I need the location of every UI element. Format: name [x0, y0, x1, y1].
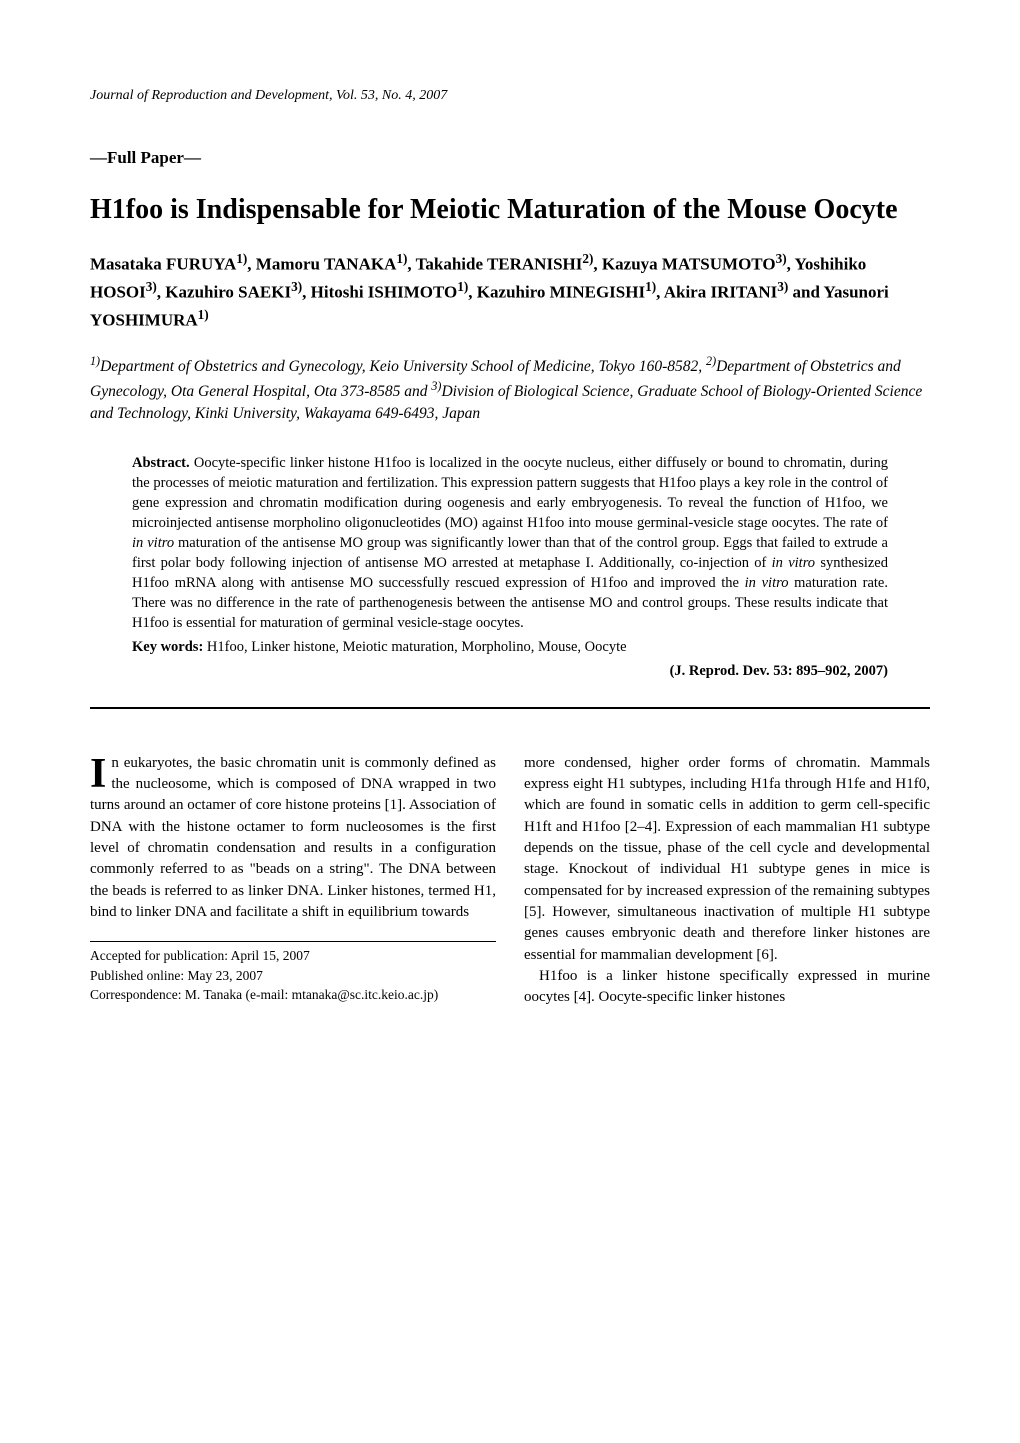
keywords-label: Key words:	[132, 639, 203, 655]
citation-text: (J. Reprod. Dev. 53: 895–902, 2007)	[670, 663, 888, 679]
journal-sep: ,	[329, 88, 336, 103]
paper-title: H1foo is Indispensable for Meiotic Matur…	[90, 192, 930, 227]
keywords-text: H1foo, Linker histone, Meiotic maturatio…	[207, 639, 627, 655]
paper-type: —Full Paper—	[90, 148, 930, 168]
abstract-label: Abstract.	[132, 455, 190, 471]
journal-citation: Journal of Reproduction and Development,…	[90, 88, 930, 104]
dropcap: I	[90, 753, 111, 793]
author-list: Masataka FURUYA1), Mamoru TANAKA1), Taka…	[90, 249, 930, 333]
body-paragraph: I n eukaryotes, the basic chromatin unit…	[90, 753, 496, 923]
correspondence-line: Correspondence: M. Tanaka (e-mail: mtana…	[90, 985, 496, 1005]
journal-year: 2007	[419, 88, 447, 103]
body-col1-text: n eukaryotes, the basic chromatin unit i…	[90, 755, 496, 920]
keywords-line: Key words: H1foo, Linker histone, Meioti…	[132, 637, 888, 657]
citation-line: (J. Reprod. Dev. 53: 895–902, 2007)	[132, 661, 888, 681]
accepted-line: Accepted for publication: April 15, 2007	[90, 946, 496, 966]
body-columns: I n eukaryotes, the basic chromatin unit…	[90, 753, 930, 1009]
journal-vol: Vol. 53	[336, 88, 375, 103]
section-divider	[90, 707, 930, 709]
published-line: Published online: May 23, 2007	[90, 966, 496, 986]
journal-name: Journal of Reproduction and Development	[90, 88, 329, 103]
footer-rule	[90, 941, 496, 942]
body-paragraph: more condensed, higher order forms of ch…	[524, 753, 930, 966]
body-paragraph: H1foo is a linker histone specifically e…	[524, 966, 930, 1009]
column-left: I n eukaryotes, the basic chromatin unit…	[90, 753, 496, 1009]
abstract-block: Abstract. Oocyte-specific linker histone…	[132, 453, 888, 681]
column-right: more condensed, higher order forms of ch…	[524, 753, 930, 1009]
horizontal-rule	[90, 707, 930, 709]
abstract-paragraph: Abstract. Oocyte-specific linker histone…	[132, 453, 888, 633]
footer-block: Accepted for publication: April 15, 2007…	[90, 941, 496, 1005]
affiliations: 1)Department of Obstetrics and Gynecolog…	[90, 353, 930, 424]
abstract-text: Oocyte-specific linker histone H1foo is …	[132, 455, 888, 631]
journal-no: No. 4	[382, 88, 412, 103]
